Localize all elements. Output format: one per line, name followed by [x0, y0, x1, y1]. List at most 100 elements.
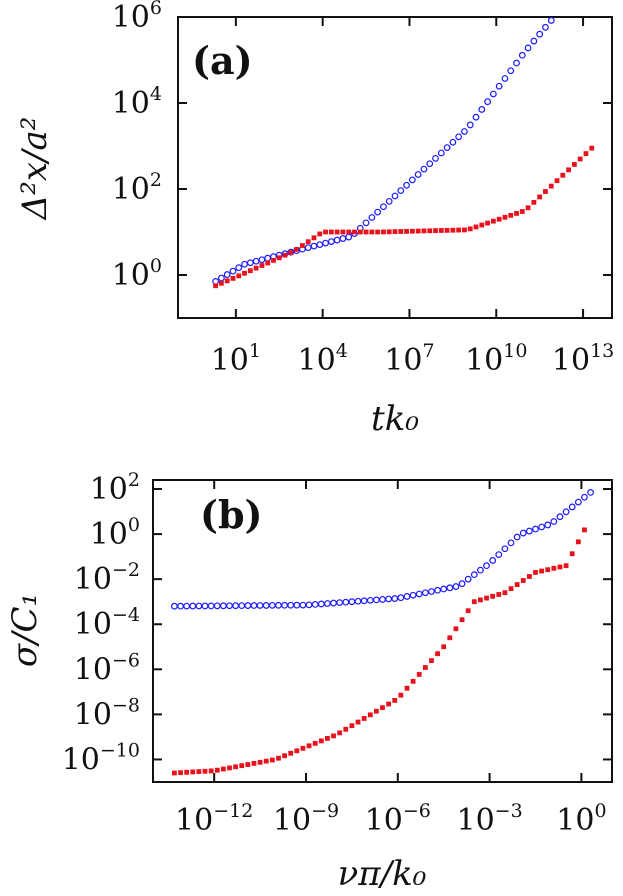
panel-b-red-point [490, 593, 496, 599]
panel-a-red-point [375, 229, 381, 235]
panel-b-blue-point [324, 600, 331, 607]
panel-b-blue-point [226, 602, 233, 610]
panel-b-red-point [514, 582, 520, 587]
panel-a-red-point [381, 229, 386, 235]
panel-a-red-point [265, 260, 271, 266]
panel-b-xtick-label: 10−12 [175, 800, 253, 838]
panel-b-red-point [422, 665, 428, 670]
panel-a-red-point [317, 231, 323, 237]
panel-b-red-point [349, 723, 355, 729]
panel-b-blue-point [513, 533, 521, 541]
panel-b-blue-point [458, 580, 466, 588]
panel-b-red-point [337, 730, 343, 736]
panel-a-red-point [386, 229, 392, 235]
panel-a-red-point [433, 228, 438, 234]
panel-a-blue-point [513, 59, 520, 67]
panel-b-blue-point [434, 586, 441, 594]
panel-a-blue-point [495, 82, 503, 90]
panel-a-red-point [514, 211, 519, 216]
panel-b-blue-point [183, 602, 191, 610]
panel-a-blue-point [426, 160, 434, 168]
panel-b-red-point [220, 766, 226, 772]
panel-b-red-point [294, 748, 300, 754]
panel-b-ytick-label: 10−4 [74, 604, 140, 642]
panel-a-red-point [421, 228, 427, 234]
panel-b-blue-point [293, 601, 301, 609]
panel-b-red-point [367, 712, 373, 718]
panel-b-blue-point [299, 601, 307, 609]
panel-a-red-point [415, 228, 421, 234]
panel-b-red-point [398, 692, 404, 698]
panel-a-blue-point [489, 90, 497, 98]
panel-a-blue-point [420, 165, 428, 173]
panel-a-red-point [548, 183, 554, 189]
panel-a-red-point [525, 205, 531, 211]
panel-b-blue-point [342, 598, 350, 606]
panel-a-red-point [230, 275, 236, 281]
panel-a-red-point [496, 216, 502, 222]
panel-b-red-point [551, 565, 557, 571]
panel-b-red-point [386, 701, 392, 707]
panel-b-red-point [569, 551, 575, 557]
panel-b-red-point [343, 726, 349, 732]
panel-a-blue-point [327, 238, 335, 245]
panel-b-red-point [520, 578, 526, 583]
panel-b-blue-point [311, 601, 319, 608]
panel-a-red-point [300, 243, 305, 248]
panel-b-red-point [380, 705, 385, 711]
panel-b-blue-point [421, 589, 429, 597]
panel-b-red-point [306, 743, 312, 749]
panel-b-blue-point [287, 601, 295, 609]
panel-b-blue-point [440, 585, 448, 593]
panel-a-blue-point [449, 138, 457, 146]
panel-b-red-point [465, 608, 471, 614]
panel-b-red-point [373, 708, 379, 714]
panel-b-blue-point [262, 602, 270, 609]
panel-a-red-point [357, 229, 363, 235]
panel-a-blue-point [380, 203, 387, 211]
panel-b-red-point [239, 763, 245, 769]
panel-a-red-point [462, 227, 467, 233]
panel-b-red-point [276, 755, 281, 761]
panel-b-red-point [172, 770, 177, 776]
panel-b-red-point [331, 733, 336, 739]
panel-b-blue-point [519, 529, 527, 537]
panel-b-red-point [288, 750, 294, 756]
panel-a-blue-point [316, 241, 324, 249]
panel-a-blue-point [258, 256, 266, 264]
panel-b-blue-point [415, 590, 423, 598]
panel-a-red-point [288, 250, 294, 256]
panel-b-blue-point [372, 596, 380, 604]
panel-a-blue-point [484, 98, 491, 106]
panel-a-red-point [311, 235, 317, 241]
panel-b-ytick-label: 100 [90, 514, 140, 552]
panel-b-blue-point [171, 602, 178, 610]
panel-b-red-point [251, 761, 257, 766]
panel-b-xlabel: νπ/k₀ [338, 854, 427, 894]
panel-a-red-point [224, 278, 230, 284]
panel-a-red-point [404, 228, 409, 234]
panel-a-blue-point [466, 121, 474, 129]
panel-a-red-point [485, 220, 490, 226]
panel-a-ytick-label: 100 [112, 255, 162, 293]
panel-b-blue-point [201, 602, 209, 610]
panel-b-red-point [196, 769, 202, 774]
panel-b-blue-point [281, 601, 288, 609]
panel-a-red-point [473, 224, 479, 230]
panel-b-blue-point [354, 597, 362, 605]
panel-b-red-point [508, 586, 514, 592]
panel-a-blue-point [536, 30, 544, 38]
panel-b-blue-point [544, 521, 552, 529]
panel-b-red-point [282, 753, 287, 759]
panel-b-red-point [539, 568, 545, 574]
panel-a-frame [177, 16, 613, 319]
panel-a-red-point [502, 214, 508, 220]
panel-b-blue-point [409, 591, 417, 599]
panel-b-blue-point [275, 601, 282, 609]
panel-a-red-point [213, 283, 219, 289]
panel-a-ytick-label: 104 [112, 83, 162, 121]
panel-a-blue-point [217, 274, 225, 282]
panel-b-red-point [404, 685, 410, 691]
panel-a-blue-point [443, 144, 451, 152]
panel-b-red-point [202, 768, 208, 774]
